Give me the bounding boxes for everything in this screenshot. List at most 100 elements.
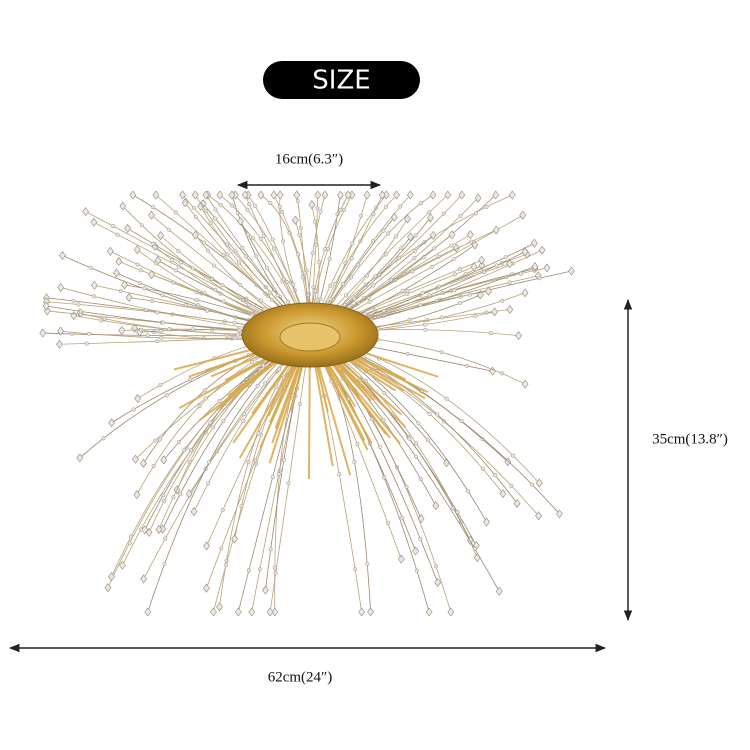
crystal bbox=[377, 444, 382, 449]
crystal bbox=[275, 293, 280, 298]
crystal bbox=[263, 381, 268, 386]
crystal bbox=[244, 254, 249, 259]
crystal-tip bbox=[417, 514, 425, 524]
crystal-tip bbox=[91, 280, 98, 290]
crystal bbox=[101, 436, 106, 441]
crystal bbox=[177, 440, 182, 445]
crystal-tip bbox=[140, 574, 148, 584]
crystal bbox=[355, 442, 360, 447]
crystal bbox=[271, 287, 276, 292]
crystal-tip bbox=[43, 306, 51, 316]
crystal bbox=[404, 484, 409, 489]
crystal-tip bbox=[132, 454, 139, 464]
crystal bbox=[158, 328, 163, 334]
crystal bbox=[393, 234, 399, 239]
crystal bbox=[499, 371, 505, 376]
crystal bbox=[423, 327, 428, 332]
crystal-tip bbox=[241, 190, 249, 200]
crystal-tip bbox=[519, 210, 527, 220]
crystal bbox=[322, 247, 327, 252]
crystal bbox=[221, 419, 226, 424]
crystal bbox=[190, 266, 195, 271]
crystal bbox=[418, 303, 423, 308]
crystal bbox=[257, 567, 262, 572]
crystal bbox=[268, 290, 273, 295]
crystal bbox=[439, 350, 444, 355]
crystal bbox=[237, 328, 242, 333]
crystal bbox=[311, 285, 316, 290]
crystal bbox=[240, 245, 245, 250]
crystal bbox=[247, 202, 252, 207]
crystal bbox=[193, 215, 199, 220]
crystal-tip bbox=[231, 534, 239, 544]
crystal bbox=[384, 204, 389, 209]
crystal bbox=[484, 204, 489, 209]
crystal bbox=[261, 363, 266, 368]
crystal bbox=[158, 382, 163, 388]
crystal-tip bbox=[234, 607, 242, 617]
crystal-tip bbox=[104, 583, 112, 593]
crystal bbox=[173, 210, 178, 215]
crystal bbox=[265, 266, 270, 271]
crystal bbox=[418, 201, 424, 206]
crystal-tip bbox=[513, 498, 521, 508]
crystal bbox=[414, 441, 419, 446]
crystal-tip bbox=[447, 607, 455, 617]
crystal bbox=[197, 403, 202, 408]
crystal bbox=[270, 474, 275, 479]
crystal bbox=[192, 206, 197, 211]
crystal bbox=[427, 210, 432, 215]
crystal bbox=[151, 241, 156, 246]
crystal-tip bbox=[82, 207, 89, 217]
crystal bbox=[118, 288, 123, 294]
crystal bbox=[153, 438, 158, 443]
crystal bbox=[236, 260, 241, 265]
crystal bbox=[138, 268, 143, 273]
crystal bbox=[169, 257, 174, 262]
crystal-tip bbox=[119, 201, 127, 211]
crystal bbox=[211, 263, 216, 268]
crystal-tip bbox=[42, 301, 50, 311]
crystal bbox=[150, 205, 156, 210]
crystal bbox=[291, 282, 296, 287]
crystal bbox=[252, 203, 258, 208]
crystal-tip bbox=[432, 501, 440, 511]
crystal bbox=[207, 460, 212, 465]
crystal bbox=[297, 401, 302, 406]
crystal-tip bbox=[474, 193, 482, 203]
crystal bbox=[211, 425, 216, 430]
crystal-tip bbox=[237, 216, 244, 226]
crystal-tip bbox=[125, 293, 133, 303]
crystal bbox=[280, 210, 285, 215]
crystal bbox=[239, 504, 244, 509]
crystal bbox=[217, 399, 222, 404]
crystal bbox=[131, 407, 136, 412]
crystal bbox=[161, 320, 166, 325]
crystal bbox=[188, 377, 193, 382]
crystal bbox=[444, 396, 449, 401]
crystal bbox=[177, 492, 183, 497]
crystal bbox=[225, 252, 230, 257]
crystal-tip bbox=[485, 286, 492, 296]
crystal-tip bbox=[203, 541, 211, 551]
crystal bbox=[270, 237, 275, 242]
crystal bbox=[452, 272, 458, 277]
crystal bbox=[297, 232, 302, 238]
crystal-tip bbox=[292, 215, 299, 225]
crystal-tip bbox=[108, 418, 115, 428]
crystal bbox=[407, 317, 412, 322]
crystal bbox=[480, 437, 485, 442]
crystal bbox=[353, 567, 358, 572]
crystal-tip bbox=[555, 509, 563, 519]
crystal bbox=[255, 383, 260, 388]
crystal bbox=[412, 256, 417, 261]
crystal-tip bbox=[492, 225, 500, 235]
crystal bbox=[305, 293, 310, 298]
crystal-tip bbox=[412, 546, 419, 556]
crystal bbox=[537, 276, 542, 281]
crystal bbox=[455, 510, 460, 515]
crystal bbox=[472, 546, 477, 551]
crystal-tip bbox=[521, 247, 529, 257]
crystal-tip bbox=[470, 262, 478, 272]
crystal bbox=[350, 241, 355, 246]
